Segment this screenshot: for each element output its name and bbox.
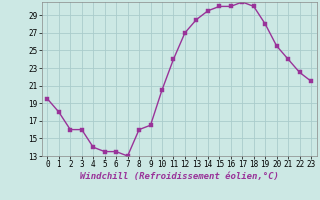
X-axis label: Windchill (Refroidissement éolien,°C): Windchill (Refroidissement éolien,°C)	[80, 172, 279, 181]
